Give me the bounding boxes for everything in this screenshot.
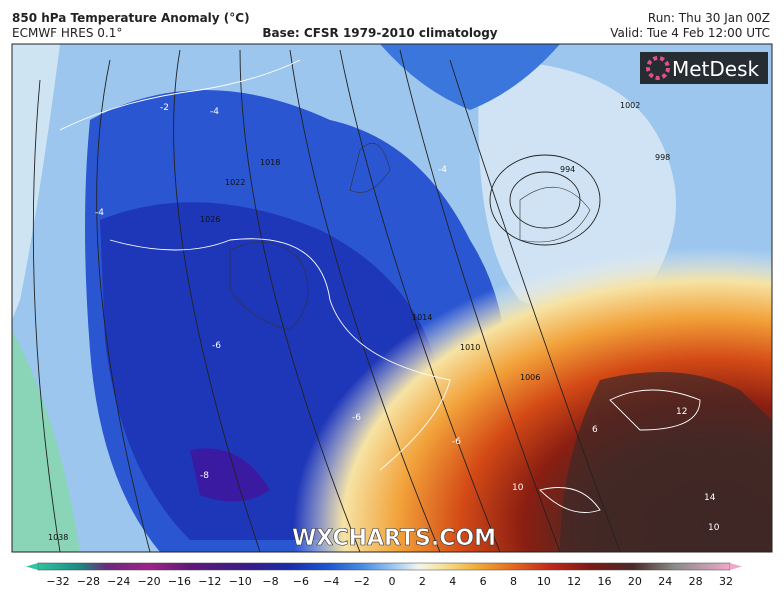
colorbar-end xyxy=(26,563,38,570)
anomaly-label: -4 xyxy=(95,208,104,218)
colorbar-tick-label: −8 xyxy=(262,575,278,588)
colorbar-tick-label: −10 xyxy=(229,575,252,588)
isobar-label: 1006 xyxy=(520,373,540,382)
coastlines xyxy=(229,143,591,331)
colorbar-tick-label: 8 xyxy=(510,575,517,588)
anomaly-label: 12 xyxy=(676,407,687,417)
anomaly-label: -8 xyxy=(200,471,209,481)
colorbar-tick-label: 28 xyxy=(689,575,703,588)
title: 850 hPa Temperature Anomaly (°C) xyxy=(12,11,250,25)
colorbar-tick-label: 0 xyxy=(389,575,396,588)
anomaly-label: 14 xyxy=(704,493,716,503)
watermark: WXCHARTS.COM xyxy=(292,526,496,551)
colorbar-tick-label: −4 xyxy=(323,575,339,588)
colorbar-tick-label: 6 xyxy=(480,575,487,588)
anomaly-label: -6 xyxy=(212,341,221,351)
anomaly-label: 6 xyxy=(592,425,598,435)
anomaly-label: 10 xyxy=(512,483,524,493)
isobar-label: 1038 xyxy=(48,533,68,542)
model: ECMWF HRES 0.1° xyxy=(12,26,122,40)
run: Run: Thu 30 Jan 00Z xyxy=(648,11,770,25)
colorbar-tick-label: −2 xyxy=(354,575,370,588)
logo-text: MetDesk xyxy=(672,57,760,81)
colorbar: −32 −28 −24 −20 −16 −12 −10 −8 −6 −4 −2 0 2 4 6 8 10 12 16… xyxy=(26,562,742,588)
colorbar-scale xyxy=(37,562,731,571)
isobar-label: 1018 xyxy=(260,158,280,167)
colorbar-tick-label: 12 xyxy=(567,575,581,588)
colorbar-tick-label: −28 xyxy=(77,575,100,588)
colorbar-tick-label: −16 xyxy=(168,575,191,588)
logo: MetDesk xyxy=(640,52,768,84)
colorbar-tick-label: 4 xyxy=(449,575,456,588)
anomaly-label: -4 xyxy=(210,107,219,117)
colorbar-tick-label: 20 xyxy=(628,575,642,588)
isobar-label-group: 1038 1026 1022 1018 1014 1010 1006 1002 … xyxy=(48,101,670,542)
colorbar-tick-label: 2 xyxy=(419,575,426,588)
isobar-label: 1002 xyxy=(620,101,640,110)
isobar-label: 994 xyxy=(560,165,575,174)
isobar-label: 1010 xyxy=(460,343,480,352)
colorbar-tick-label: −6 xyxy=(293,575,309,588)
anomaly-contours xyxy=(59,59,701,513)
anomaly-label: -6 xyxy=(452,437,461,447)
isobar-label: 1022 xyxy=(225,178,245,187)
anomaly-label: 10 xyxy=(708,523,720,533)
anomaly-label: -2 xyxy=(160,103,169,113)
anomaly-label: -6 xyxy=(352,413,361,423)
map xyxy=(12,44,772,552)
colorbar-tick-label: −32 xyxy=(46,575,69,588)
colorbar-end xyxy=(730,563,742,570)
base: Base: CFSR 1979-2010 climatology xyxy=(262,26,497,40)
isobar-label: 1014 xyxy=(412,313,432,322)
map-frame xyxy=(11,43,773,553)
isobar-label: 998 xyxy=(655,153,670,162)
colorbar-tick-label: 32 xyxy=(719,575,733,588)
isobars xyxy=(32,49,621,552)
anomaly-label-group: -2 -4 -4 -4 -6 -6 -8 -6 6 10 12 14 10 xyxy=(95,103,720,533)
valid: Valid: Tue 4 Feb 12:00 UTC xyxy=(610,26,770,40)
isobar-label: 1026 xyxy=(200,215,220,224)
colorbar-tick-label: 10 xyxy=(537,575,551,588)
colorbar-tick-label: −12 xyxy=(198,575,221,588)
colorbar-tick-label: 16 xyxy=(598,575,612,588)
colorbar-tick-label: −20 xyxy=(137,575,160,588)
colorbar-tick-label: 24 xyxy=(658,575,672,588)
colorbar-tick-label: −24 xyxy=(107,575,130,588)
anomaly-label: -4 xyxy=(438,165,447,175)
